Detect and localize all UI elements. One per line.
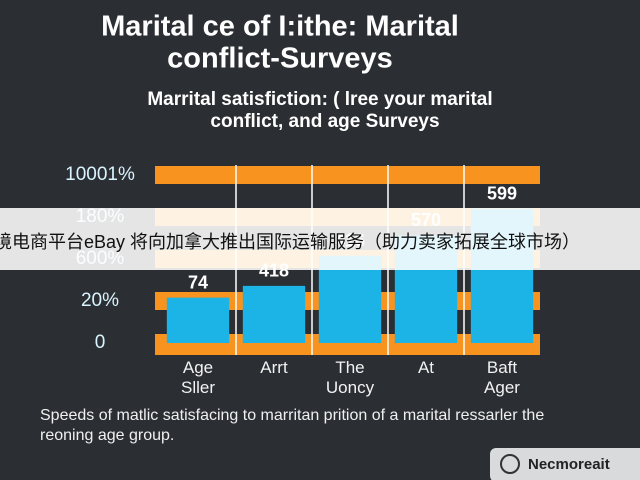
x-tick-label: Baft Ager (484, 358, 520, 397)
x-tick-label: The Uoncy (325, 358, 375, 397)
value-label: 599 (487, 183, 517, 203)
chart-subtitle-line: conflict, and age Surveys (210, 111, 439, 132)
caption: Speeds of matlic satisfacing to marritan… (40, 407, 545, 444)
banner-text: 境电商平台eBay 将向加拿大推出国际运输服务（助力卖家拓展全球市场） (0, 232, 581, 252)
banner: 境电商平台eBay 将向加拿大推出国际运输服务（助力卖家拓展全球市场） (0, 208, 640, 270)
logo-text: Necmoreait (528, 456, 610, 473)
bar (166, 297, 230, 343)
x-tick-label: Arrt (260, 358, 288, 377)
value-label: 74 (188, 272, 208, 292)
chart-title-line: conflict-Surveys (167, 43, 393, 75)
logo[interactable]: Necmoreait (490, 448, 640, 480)
y-tick-label: 20% (81, 290, 119, 311)
y-tick-label: 10001% (65, 164, 135, 185)
x-tick-label: At (417, 358, 435, 377)
x-tick-label: Age Sller (180, 358, 215, 397)
y-tick-label: 0 (95, 332, 106, 353)
logo-icon (500, 454, 520, 474)
chart-title-line: Marital ce of I:ithe: Marital (101, 11, 459, 43)
baseline (155, 351, 540, 355)
bar (318, 255, 382, 343)
grid-line (155, 166, 540, 184)
bar (242, 285, 306, 343)
chart-subtitle-line: Marrital satisfiction: ( lree your marit… (147, 89, 492, 110)
